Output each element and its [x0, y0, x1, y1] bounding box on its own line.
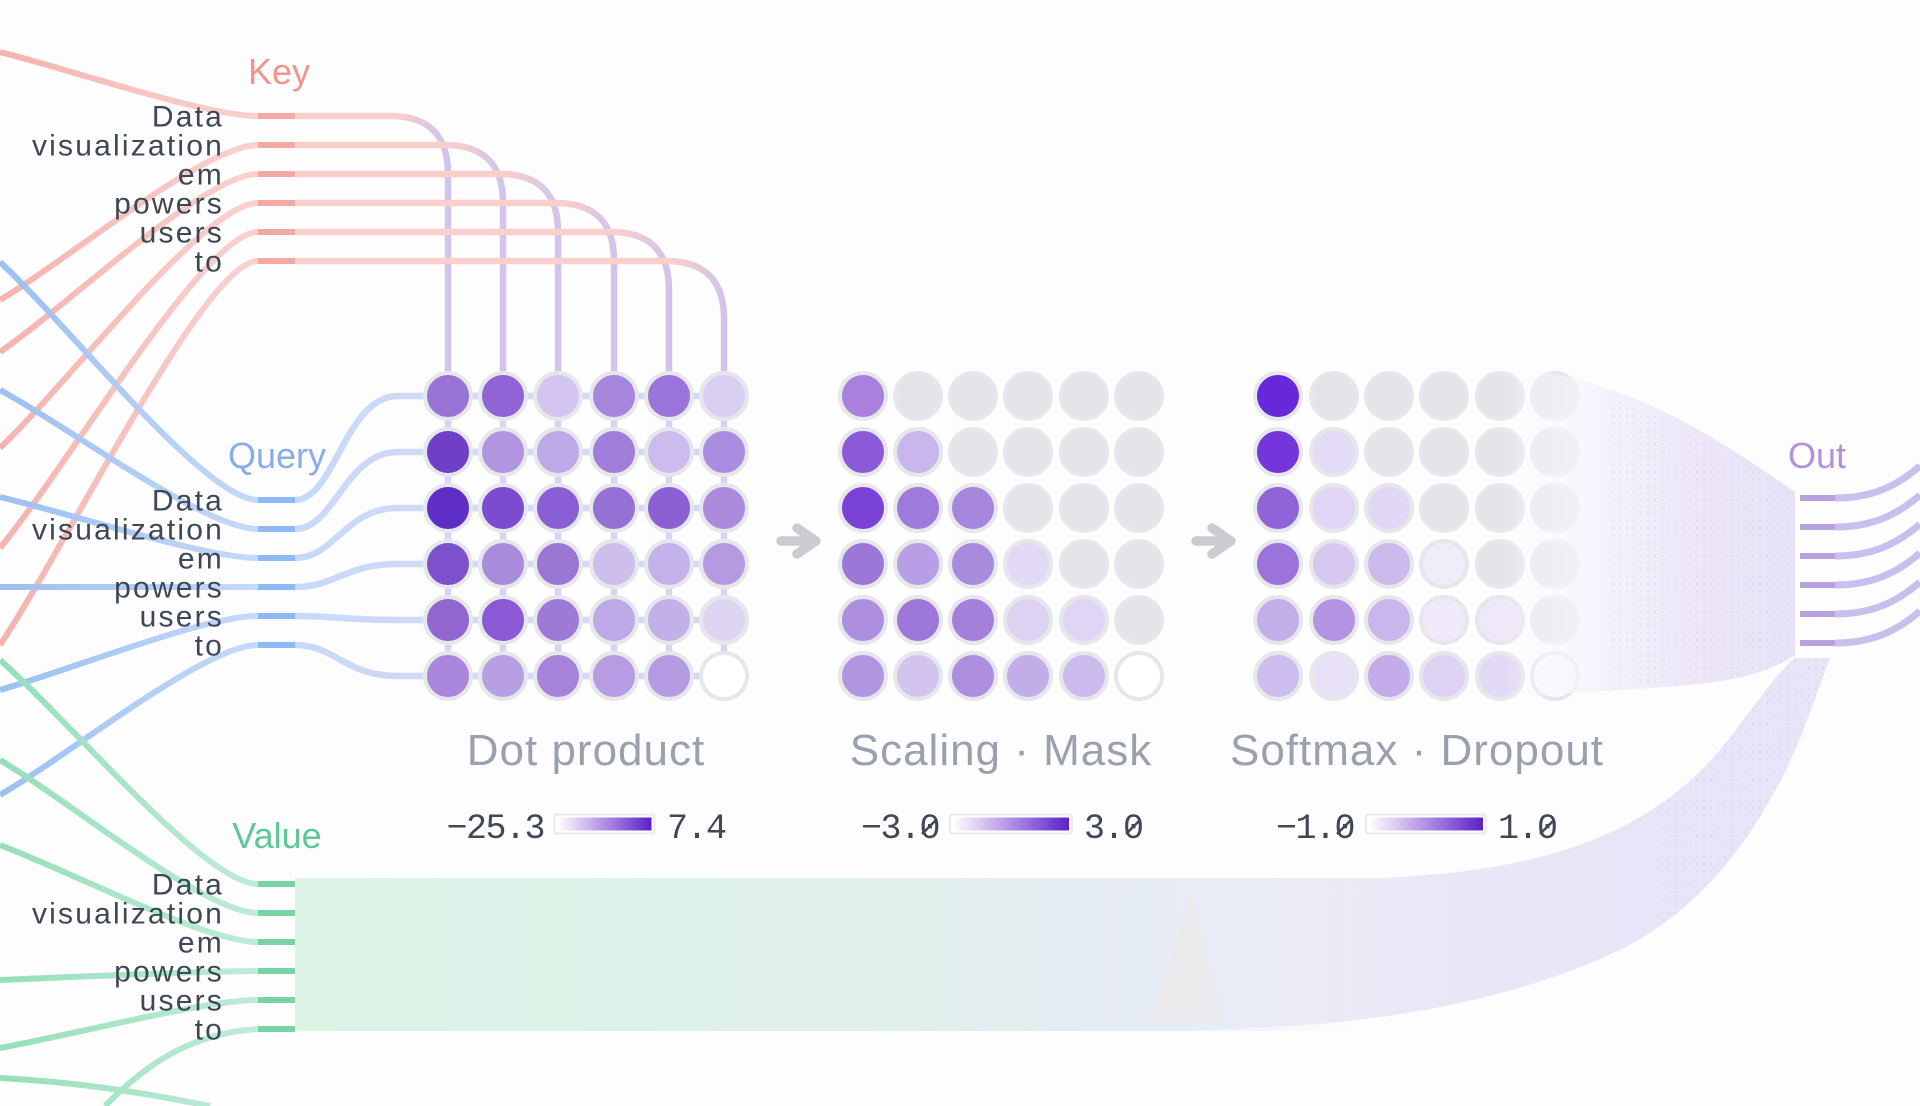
svg-text:users: users: [140, 217, 224, 250]
svg-text:em: em: [178, 927, 224, 960]
svg-text:powers: powers: [114, 188, 224, 221]
svg-text:em: em: [178, 543, 224, 576]
svg-text:Data: Data: [152, 869, 224, 902]
svg-text:Value: Value: [232, 815, 321, 856]
svg-text:Data: Data: [152, 485, 224, 518]
svg-text:Scaling · Mask: Scaling · Mask: [850, 726, 1153, 775]
svg-text:Softmax · Dropout: Softmax · Dropout: [1230, 726, 1604, 775]
svg-text:3.0: 3.0: [1084, 809, 1143, 849]
svg-text:Query: Query: [228, 435, 326, 476]
svg-text:Data: Data: [152, 101, 224, 134]
svg-text:visualization: visualization: [32, 130, 224, 163]
svg-text:7.4: 7.4: [667, 809, 726, 849]
svg-text:users: users: [140, 985, 224, 1018]
svg-text:1.0: 1.0: [1498, 809, 1557, 849]
svg-text:to: to: [195, 246, 224, 279]
svg-text:Dot product: Dot product: [467, 726, 705, 775]
svg-text:em: em: [178, 159, 224, 192]
svg-text:users: users: [140, 601, 224, 634]
svg-text:visualization: visualization: [32, 898, 224, 931]
svg-text:to: to: [195, 1014, 224, 1047]
svg-text:powers: powers: [114, 956, 224, 989]
svg-text:Key: Key: [248, 51, 310, 92]
svg-text:to: to: [195, 630, 224, 663]
svg-text:Out: Out: [1788, 435, 1846, 476]
svg-text:visualization: visualization: [32, 514, 224, 547]
svg-text:−25.3: −25.3: [446, 809, 544, 849]
svg-text:powers: powers: [114, 572, 224, 605]
